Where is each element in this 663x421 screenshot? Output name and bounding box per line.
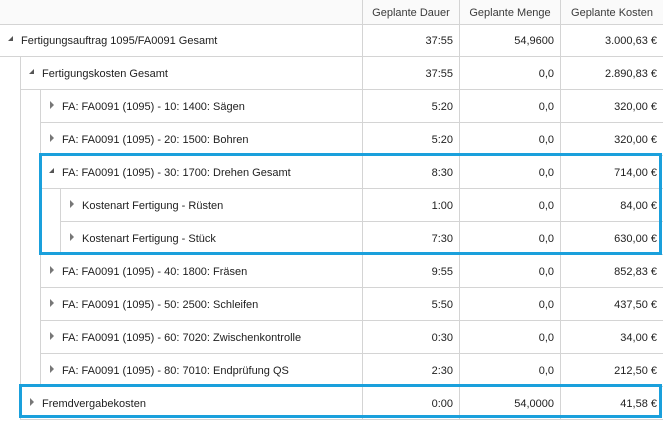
duration-cell: 5:20: [362, 123, 459, 156]
tree-guide-line: [20, 57, 21, 418]
duration-cell: 2:30: [362, 354, 459, 387]
tree-cell: FA: FA0091 (1095) - 30: 1700: Drehen Ges…: [40, 156, 362, 189]
expanded-caret-icon[interactable]: [8, 36, 13, 41]
collapsed-caret-icon[interactable]: [70, 200, 74, 208]
collapsed-caret-icon[interactable]: [50, 134, 54, 142]
quantity-cell: 54,9600: [459, 24, 560, 57]
cost-cell: 437,50 €: [560, 288, 663, 321]
tree-guide-line: [40, 90, 41, 385]
cost-cell: 714,00 €: [560, 156, 663, 189]
column-header-row: Geplante Dauer Geplante Menge Geplante K…: [0, 0, 663, 25]
cost-cell: 84,00 €: [560, 189, 663, 222]
cost-cell: 41,58 €: [560, 387, 663, 420]
row-label: FA: FA0091 (1095) - 50: 2500: Schleifen: [62, 299, 259, 311]
tree-cell: FA: FA0091 (1095) - 50: 2500: Schleifen: [40, 288, 362, 321]
duration-cell: 5:20: [362, 90, 459, 123]
cost-cell: 2.890,83 €: [560, 57, 663, 90]
expanded-caret-icon[interactable]: [29, 69, 34, 74]
collapsed-caret-icon[interactable]: [50, 365, 54, 373]
header-tree-column: [0, 0, 362, 24]
tree-cell: FA: FA0091 (1095) - 60: 7020: Zwischenko…: [40, 321, 362, 354]
duration-cell: 1:00: [362, 189, 459, 222]
quantity-cell: 0,0: [459, 255, 560, 288]
duration-cell: 9:55: [362, 255, 459, 288]
duration-cell: 7:30: [362, 222, 459, 255]
tree-row[interactable]: FA: FA0091 (1095) - 50: 2500: Schleifen 5…: [0, 288, 663, 321]
row-label: Fertigungsauftrag 1095/FA0091 Gesamt: [21, 35, 218, 47]
row-label: FA: FA0091 (1095) - 10: 1400: Sägen: [62, 101, 245, 113]
quantity-cell: 0,0: [459, 123, 560, 156]
quantity-cell: 0,0: [459, 57, 560, 90]
row-label: FA: FA0091 (1095) - 60: 7020: Zwischenko…: [62, 332, 302, 344]
row-label: Kostenart Fertigung - Rüsten: [82, 200, 224, 212]
tree-row[interactable]: Fertigungskosten Gesamt 37:55 0,0 2.890,83 …: [0, 57, 663, 90]
header-planned-quantity[interactable]: Geplante Menge: [459, 0, 560, 24]
row-label: Kostenart Fertigung - Stück: [82, 233, 216, 245]
collapsed-caret-icon[interactable]: [50, 266, 54, 274]
tree-guide-line: [60, 189, 61, 255]
duration-cell: 0:30: [362, 321, 459, 354]
tree-cell: Fertigungsauftrag 1095/FA0091 Gesamt: [0, 24, 362, 57]
tree-cell: Fertigungskosten Gesamt: [20, 57, 362, 90]
tree-row[interactable]: Fremdvergabekosten 0:00 54,0000 41,58 €: [0, 387, 663, 420]
row-label: Fremdvergabekosten: [42, 398, 146, 410]
quantity-cell: 0,0: [459, 90, 560, 123]
expanded-caret-icon[interactable]: [49, 168, 54, 173]
tree-row[interactable]: Kostenart Fertigung - Stück 7:30 0,0 630,00…: [0, 222, 663, 255]
header-planned-duration[interactable]: Geplante Dauer: [362, 0, 459, 24]
tree-row[interactable]: FA: FA0091 (1095) - 20: 1500: Bohren 5:20…: [0, 123, 663, 156]
collapsed-caret-icon[interactable]: [50, 332, 54, 340]
duration-cell: 8:30: [362, 156, 459, 189]
quantity-cell: 0,0: [459, 321, 560, 354]
tree-cell: Fremdvergabekosten: [20, 387, 362, 420]
tree-row[interactable]: FA: FA0091 (1095) - 40: 1800: Fräsen 9:55…: [0, 255, 663, 288]
quantity-cell: 0,0: [459, 222, 560, 255]
tree-cell: FA: FA0091 (1095) - 80: 7010: Endprüfung…: [40, 354, 362, 387]
quantity-cell: 0,0: [459, 288, 560, 321]
cost-cell: 3.000,63 €: [560, 24, 663, 57]
duration-cell: 37:55: [362, 24, 459, 57]
tree-row[interactable]: FA: FA0091 (1095) - 30: 1700: Drehen Ges…: [0, 156, 663, 189]
duration-cell: 0:00: [362, 387, 459, 420]
row-label: FA: FA0091 (1095) - 20: 1500: Bohren: [62, 134, 249, 146]
cost-cell: 852,83 €: [560, 255, 663, 288]
tree-row[interactable]: Kostenart Fertigung - Rüsten 1:00 0,0 84,00…: [0, 189, 663, 222]
cost-cell: 212,50 €: [560, 354, 663, 387]
duration-cell: 5:50: [362, 288, 459, 321]
row-label: Fertigungskosten Gesamt: [42, 68, 168, 80]
duration-cell: 37:55: [362, 57, 459, 90]
tree-cell: Kostenart Fertigung - Rüsten: [60, 189, 362, 222]
quantity-cell: 0,0: [459, 189, 560, 222]
tree-row[interactable]: FA: FA0091 (1095) - 10: 1400: Sägen 5:20 0…: [0, 90, 663, 123]
cost-cell: 320,00 €: [560, 90, 663, 123]
tree-row[interactable]: FA: FA0091 (1095) - 80: 7010: Endprüfung…: [0, 354, 663, 387]
quantity-cell: 0,0: [459, 156, 560, 189]
collapsed-caret-icon[interactable]: [30, 398, 34, 406]
quantity-cell: 0,0: [459, 354, 560, 387]
tree-cell: FA: FA0091 (1095) - 40: 1800: Fräsen: [40, 255, 362, 288]
header-planned-cost[interactable]: Geplante Kosten: [560, 0, 663, 24]
collapsed-caret-icon[interactable]: [70, 233, 74, 241]
tree-cell: FA: FA0091 (1095) - 10: 1400: Sägen: [40, 90, 362, 123]
row-label: FA: FA0091 (1095) - 40: 1800: Fräsen: [62, 266, 248, 278]
collapsed-caret-icon[interactable]: [50, 101, 54, 109]
cost-cell: 630,00 €: [560, 222, 663, 255]
tree-cell: Kostenart Fertigung - Stück: [60, 222, 362, 255]
cost-cell: 320,00 €: [560, 123, 663, 156]
cost-cell: 34,00 €: [560, 321, 663, 354]
row-label: FA: FA0091 (1095) - 80: 7010: Endprüfung…: [62, 365, 289, 377]
quantity-cell: 54,0000: [459, 387, 560, 420]
tree-row[interactable]: FA: FA0091 (1095) - 60: 7020: Zwischenko…: [0, 321, 663, 354]
tree-cell: FA: FA0091 (1095) - 20: 1500: Bohren: [40, 123, 362, 156]
row-label: FA: FA0091 (1095) - 30: 1700: Drehen Ges…: [62, 167, 291, 179]
tree-row[interactable]: Fertigungsauftrag 1095/FA0091 Gesamt 37:5…: [0, 24, 663, 57]
collapsed-caret-icon[interactable]: [50, 299, 54, 307]
